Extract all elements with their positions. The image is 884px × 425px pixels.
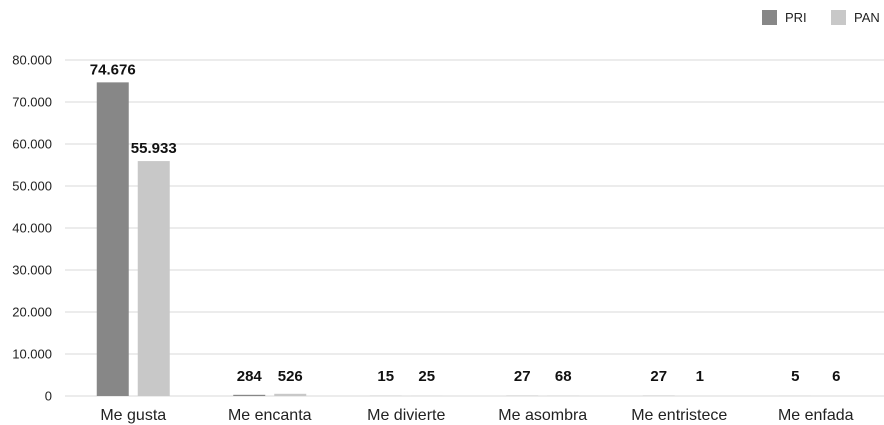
data-label: 27 <box>514 368 531 385</box>
y-tick-label: 30.000 <box>12 263 52 278</box>
bar-pan <box>137 161 170 396</box>
data-label: 1 <box>696 368 704 385</box>
data-label: 74.676 <box>90 61 136 78</box>
x-tick-label: Me gusta <box>100 407 166 424</box>
x-tick-label: Me entristece <box>631 407 727 424</box>
x-tick-label: Me encanta <box>228 407 312 424</box>
data-label: 284 <box>237 368 263 385</box>
y-tick-label: 40.000 <box>12 221 52 236</box>
bars <box>96 82 853 396</box>
legend-label-pan: PAN <box>854 10 880 25</box>
x-tick-label: Me divierte <box>367 407 445 424</box>
legend-swatch-pri <box>762 10 777 25</box>
y-tick-label: 80.000 <box>12 53 52 68</box>
gridlines <box>65 59 884 397</box>
data-label: 526 <box>278 368 303 385</box>
data-label: 55.933 <box>131 140 177 157</box>
data-label: 68 <box>555 368 572 385</box>
x-tick-label: Me asombra <box>498 407 587 424</box>
legend-label-pri: PRI <box>785 10 807 25</box>
x-tick-label: Me enfada <box>778 407 854 424</box>
y-axis: 0 10.000 20.000 30.000 40.000 50.000 60.000 70.… <box>12 53 52 404</box>
y-tick-label: 50.000 <box>12 179 52 194</box>
bar-pan <box>274 393 307 396</box>
y-tick-label: 10.000 <box>12 347 52 362</box>
y-tick-label: 60.000 <box>12 137 52 152</box>
y-tick-label: 70.000 <box>12 95 52 110</box>
data-label: 25 <box>418 368 435 385</box>
bar-pri <box>96 82 129 396</box>
legend: PRI PAN <box>762 10 880 25</box>
x-axis: Me gusta Me encanta Me divierte Me asombra M… <box>100 407 853 424</box>
data-label: 27 <box>650 368 667 385</box>
legend-swatch-pan <box>831 10 846 25</box>
y-tick-label: 0 <box>45 389 52 404</box>
bar-pri <box>233 394 266 396</box>
data-label: 15 <box>377 368 394 385</box>
data-label: 6 <box>832 368 840 385</box>
y-tick-label: 20.000 <box>12 305 52 320</box>
data-label: 5 <box>791 368 799 385</box>
